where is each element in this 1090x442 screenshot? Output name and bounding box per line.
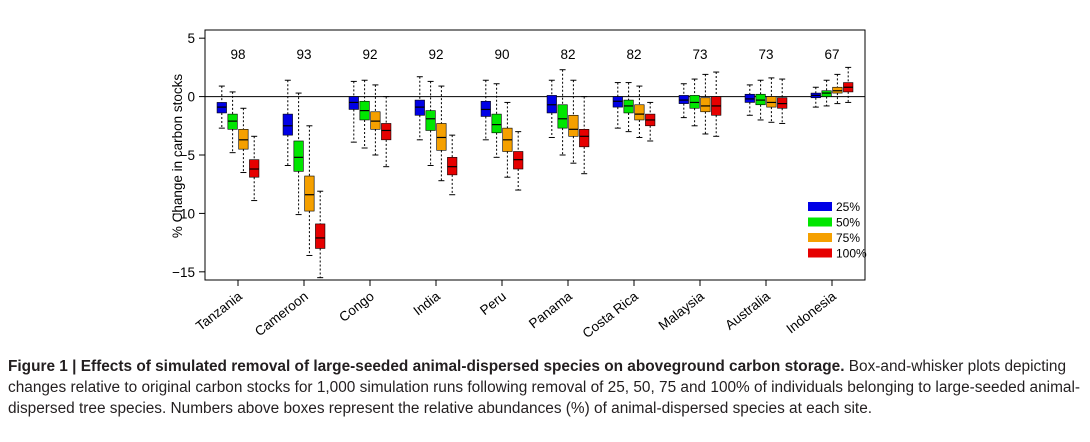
- x-tick-label: Malaysia: [656, 288, 708, 333]
- abundance-label: 90: [494, 47, 509, 62]
- y-tick-label: −15: [172, 265, 195, 280]
- box-100pct: [579, 128, 590, 148]
- legend-swatch: [808, 217, 832, 227]
- abundance-label: 82: [626, 47, 641, 62]
- plot-frame: [204, 29, 866, 281]
- box-50pct: [425, 110, 436, 131]
- x-tick-label: Australia: [722, 288, 773, 332]
- box-75pct: [700, 97, 711, 113]
- legend-swatch: [808, 233, 832, 242]
- x-tick-label: Panama: [526, 288, 575, 331]
- box-plot-chart: 5 0 −5 −10 −15 Tanzania 98 Cameroon 93 Congo 92 Ind…: [170, 29, 867, 341]
- box-75pct: [304, 175, 315, 212]
- box-100pct: [381, 123, 392, 141]
- abundance-label: 92: [362, 47, 377, 62]
- abundance-label: 67: [824, 47, 839, 62]
- box-25pct: [282, 113, 293, 136]
- abundance-label: 73: [758, 47, 773, 62]
- x-tick-label: India: [411, 288, 444, 318]
- abundance-label: 73: [692, 47, 707, 62]
- legend-swatch: [808, 202, 832, 211]
- x-tick-label: Congo: [336, 289, 377, 325]
- box-75pct: [568, 114, 579, 137]
- y-tick-label: −5: [180, 148, 195, 163]
- box-50pct: [557, 104, 568, 129]
- abundance-label: 82: [560, 47, 575, 62]
- figure-caption: Figure 1 | Effects of simulated removal …: [8, 356, 1082, 419]
- legend-label: 100%: [836, 247, 867, 261]
- y-tick-label: 5: [187, 31, 195, 46]
- abundance-label: 92: [428, 47, 443, 62]
- box-50pct: [491, 113, 502, 134]
- abundance-label: 98: [230, 47, 245, 62]
- x-tick-label: Costa Rica: [580, 288, 642, 341]
- legend-label: 50%: [836, 216, 860, 230]
- box-100pct: [315, 223, 326, 249]
- x-tick-label: Peru: [477, 289, 509, 318]
- legend-swatch: [808, 248, 832, 258]
- caption-text: Box-and-whisker plots depicting changes …: [8, 358, 1080, 417]
- caption-label: Figure 1 | Effects of simulated removal …: [8, 358, 845, 375]
- legend-label: 25%: [836, 200, 860, 214]
- x-tick-label: Indonesia: [783, 288, 839, 336]
- abundance-label: 93: [296, 47, 311, 62]
- y-tick-label: 0: [187, 90, 195, 105]
- box-75pct: [634, 104, 645, 121]
- box-50pct: [293, 140, 304, 172]
- x-tick-label: Tanzania: [193, 288, 245, 333]
- x-tick-label: Cameroon: [252, 289, 311, 340]
- y-axis-label: % Change in carbon stocks: [170, 74, 185, 239]
- y-tick-label: −10: [172, 206, 195, 221]
- legend-label: 75%: [836, 231, 860, 245]
